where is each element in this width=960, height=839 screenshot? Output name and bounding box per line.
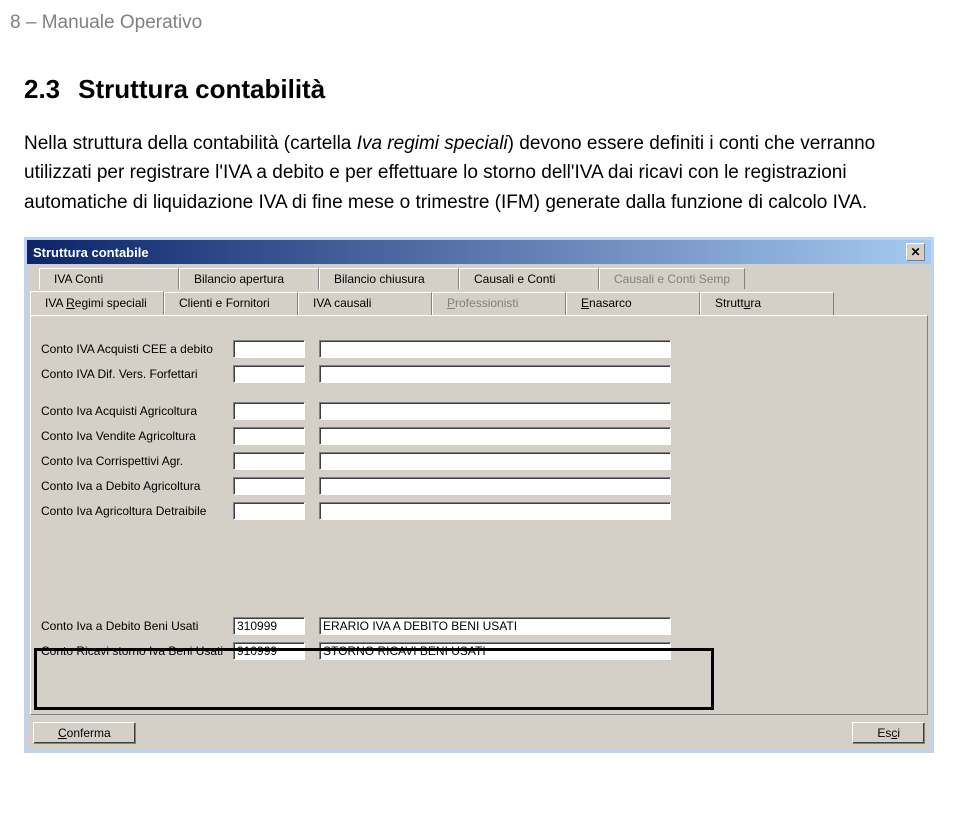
label: Conto IVA Dif. Vers. Forfettari (41, 367, 233, 381)
tab-row-1: IVA Conti Bilancio apertura Bilancio chi… (27, 264, 931, 288)
tab-bilancio-apertura[interactable]: Bilancio apertura (179, 268, 319, 289)
tab-panel: Conto IVA Acquisti CEE a debito Conto IV… (30, 315, 928, 715)
row-agr-detraibile: Conto Iva Agricoltura Detraibile (41, 502, 917, 520)
label: Conto Iva Vendite Agricoltura (41, 429, 233, 443)
tab-causali-conti-semp: Causali e Conti Semp (599, 268, 745, 289)
section-title: 2.3Struttura contabilità (24, 74, 936, 105)
row-acquisti-cee: Conto IVA Acquisti CEE a debito (41, 340, 917, 358)
desc-input[interactable] (319, 365, 671, 383)
row-dif-vers-forfettari: Conto IVA Dif. Vers. Forfettari (41, 365, 917, 383)
label: Conto Iva Acquisti Agricoltura (41, 404, 233, 418)
desc-input[interactable] (319, 340, 671, 358)
code-input[interactable] (233, 340, 305, 358)
tab-causali-conti[interactable]: Causali e Conti (459, 268, 599, 289)
row-corrispettivi-agr: Conto Iva Corrispettivi Agr. (41, 452, 917, 470)
desc-input[interactable] (319, 427, 671, 445)
desc-input[interactable] (319, 642, 671, 660)
label: Conto Iva Corrispettivi Agr. (41, 454, 233, 468)
button-bar: Conferma Esci (27, 718, 931, 750)
tab-row-2: IVA Regimi speciali Clienti e Fornitori … (27, 288, 931, 315)
row-acq-agricoltura: Conto Iva Acquisti Agricoltura (41, 402, 917, 420)
code-input[interactable] (233, 502, 305, 520)
desc-input[interactable] (319, 402, 671, 420)
code-input[interactable] (233, 477, 305, 495)
code-input[interactable] (233, 642, 305, 660)
titlebar: Struttura contabile ✕ (27, 240, 931, 264)
tab-professionisti: Professionisti (432, 292, 566, 316)
tab-iva-regimi-speciali[interactable]: IVA Regimi speciali (30, 291, 164, 315)
desc-input[interactable] (319, 502, 671, 520)
desc-input[interactable] (319, 617, 671, 635)
tab-struttura[interactable]: Struttura (700, 292, 834, 316)
code-input[interactable] (233, 452, 305, 470)
intro-paragraph: Nella struttura della contabilità (carte… (24, 129, 936, 217)
row-ricavi-storno-beni-usati: Conto Ricavi storno Iva Beni Usati (41, 642, 917, 660)
label: Conto IVA Acquisti CEE a debito (41, 342, 233, 356)
row-vend-agricoltura: Conto Iva Vendite Agricoltura (41, 427, 917, 445)
row-debito-beni-usati: Conto Iva a Debito Beni Usati (41, 617, 917, 635)
row-debito-agricoltura: Conto Iva a Debito Agricoltura (41, 477, 917, 495)
label: Conto Ricavi storno Iva Beni Usati (41, 644, 233, 658)
tab-iva-causali[interactable]: IVA causali (298, 292, 432, 316)
close-icon[interactable]: ✕ (906, 243, 925, 261)
code-input[interactable] (233, 402, 305, 420)
label: Conto Iva a Debito Agricoltura (41, 479, 233, 493)
desc-input[interactable] (319, 452, 671, 470)
exit-button[interactable]: Esci (852, 722, 925, 744)
titlebar-text: Struttura contabile (33, 245, 149, 260)
tab-iva-conti[interactable]: IVA Conti (39, 268, 179, 289)
code-input[interactable] (233, 365, 305, 383)
tab-clienti-fornitori[interactable]: Clienti e Fornitori (164, 292, 298, 316)
confirm-button[interactable]: Conferma (33, 722, 136, 744)
label: Conto Iva Agricoltura Detraibile (41, 504, 233, 518)
code-input[interactable] (233, 617, 305, 635)
desc-input[interactable] (319, 477, 671, 495)
tab-enasarco[interactable]: Enasarco (566, 292, 700, 316)
label: Conto Iva a Debito Beni Usati (41, 619, 233, 633)
tab-bilancio-chiusura[interactable]: Bilancio chiusura (319, 268, 459, 289)
code-input[interactable] (233, 427, 305, 445)
page-header: 8 – Manuale Operativo (0, 0, 960, 40)
dialog-window: Struttura contabile ✕ IVA Conti Bilancio… (24, 237, 934, 753)
